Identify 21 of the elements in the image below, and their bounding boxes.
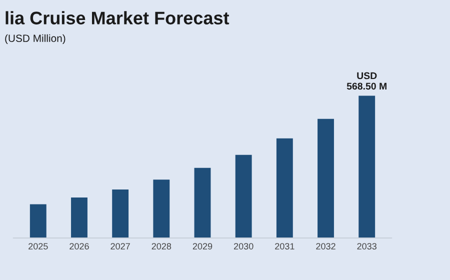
x-tick-label: 2030: [234, 243, 254, 250]
chart-title: lia Cruise Market Forecast: [6, 11, 230, 24]
bar: [153, 180, 170, 238]
x-tick-label: 2032: [316, 243, 336, 250]
x-tick-label: 2026: [70, 243, 89, 250]
x-tick-label: 2031: [275, 243, 294, 250]
bar: [235, 154, 252, 238]
x-tick-label: 2025: [28, 243, 48, 250]
bar: [276, 138, 293, 238]
x-tick-label: 2029: [192, 243, 212, 250]
bar: [71, 197, 88, 238]
bar: [112, 189, 129, 238]
chart-subtitle: (USD Million): [5, 34, 66, 44]
x-tick-label: 2027: [110, 243, 130, 250]
bar: [194, 168, 211, 238]
x-tick-label: 2028: [152, 243, 172, 250]
data-label: USD 568.50 M: [346, 72, 386, 90]
x-tick-label: 2033: [357, 243, 376, 250]
bar: [358, 96, 376, 238]
bar: [318, 118, 334, 238]
bar: [30, 204, 46, 238]
